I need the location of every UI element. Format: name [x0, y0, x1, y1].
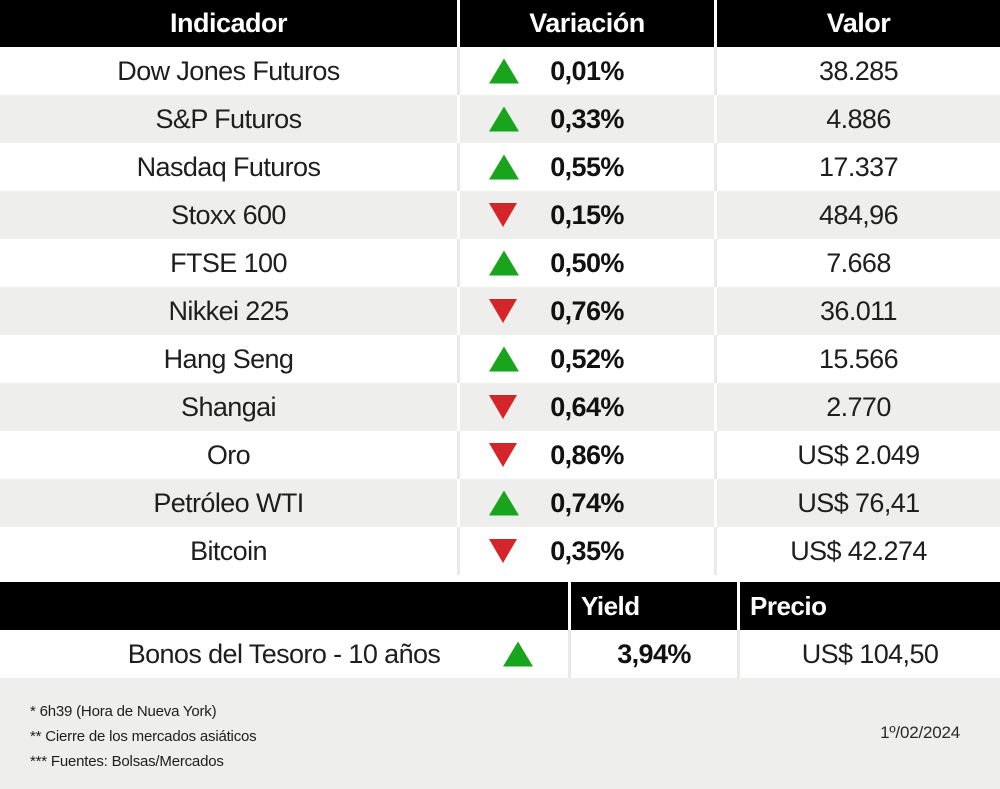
- date-label: 1º/02/2024: [880, 723, 960, 742]
- variation-value: 0,74%: [550, 487, 624, 518]
- variation-value: 0,55%: [550, 151, 624, 182]
- value-cell: US$ 76,41: [714, 479, 1000, 527]
- variation-cell: 0,76%: [457, 287, 714, 335]
- table-row: Bitcoin 0,35% US$ 42.274: [0, 527, 1000, 575]
- table-row: S&P Futuros 0,33% 4.886: [0, 95, 1000, 143]
- table-row: Petróleo WTI 0,74% US$ 76,41: [0, 479, 1000, 527]
- variation-cell: 0,74%: [457, 479, 714, 527]
- value-cell: US$ 2.049: [714, 431, 1000, 479]
- variation-arrow-icon: [489, 539, 517, 563]
- table-row: Hang Seng 0,52% 15.566: [0, 335, 1000, 383]
- bond-indicator-name: Bonos del Tesoro - 10 años: [127, 638, 441, 669]
- main-table-header: Indicador Variación Valor: [0, 0, 1000, 47]
- indicator-name: FTSE 100: [170, 247, 287, 278]
- bond-yield-cell: 3,94%: [568, 630, 737, 678]
- variation-cell: 0,86%: [457, 431, 714, 479]
- value-cell: 484,96: [714, 191, 1000, 239]
- footnote: *** Fuentes: Bolsas/Mercados: [30, 753, 224, 770]
- indicator-name: Petróleo WTI: [153, 487, 304, 518]
- indicator-name: Dow Jones Futuros: [117, 55, 340, 86]
- table-row: Nikkei 225 0,76% 36.011: [0, 287, 1000, 335]
- header-value: Valor: [714, 0, 1000, 47]
- header-empty: [0, 582, 568, 630]
- bonds-table-header: Yield Precio: [0, 582, 1000, 630]
- indicator-name: S&P Futuros: [155, 103, 303, 134]
- variation-cell: 0,50%: [457, 239, 714, 287]
- variation-cell: 0,52%: [457, 335, 714, 383]
- value-cell: 38.285: [714, 47, 1000, 95]
- indicator-name: Nasdaq Futuros: [136, 151, 321, 182]
- bonds-row: Bonos del Tesoro - 10 años 3,94% US$ 104…: [0, 630, 1000, 678]
- section-divider: [0, 575, 1000, 582]
- variation-arrow-icon: [489, 395, 517, 419]
- variation-cell: 0,55%: [457, 143, 714, 191]
- variation-value: 0,33%: [550, 103, 624, 134]
- table-row: Dow Jones Futuros 0,01% 38.285: [0, 47, 1000, 95]
- bond-yield-value: 3,94%: [617, 638, 691, 669]
- table-row: Shangai 0,64% 2.770: [0, 383, 1000, 431]
- indicator-name: Nikkei 225: [168, 295, 289, 326]
- variation-arrow-icon: [489, 203, 517, 227]
- table-row: FTSE 100 0,50% 7.668: [0, 239, 1000, 287]
- header-indicator: Indicador: [169, 8, 288, 38]
- variation-arrow-icon: [489, 443, 517, 467]
- variation-cell: 0,15%: [457, 191, 714, 239]
- bond-indicator-cell: Bonos del Tesoro - 10 años: [0, 630, 568, 678]
- variation-arrow-icon: [489, 346, 519, 372]
- header-variation: Variación: [457, 0, 714, 47]
- footer-notes-area: * 6h39 (Hora de Nueva York) ** Cierre de…: [0, 678, 1000, 789]
- variation-value: 0,76%: [550, 295, 624, 326]
- variation-value: 0,35%: [550, 535, 624, 566]
- footnote: ** Cierre de los mercados asiáticos: [30, 728, 257, 745]
- variation-arrow-icon: [489, 490, 519, 516]
- header-price: Precio: [737, 582, 1000, 630]
- indicator-name: Oro: [206, 439, 251, 470]
- value-cell: 7.668: [714, 239, 1000, 287]
- variation-value: 0,64%: [550, 391, 624, 422]
- bond-price-cell: US$ 104,50: [737, 630, 1000, 678]
- variation-value: 0,86%: [550, 439, 624, 470]
- variation-arrow-icon: [503, 641, 533, 667]
- table-row: Oro 0,86% US$ 2.049: [0, 431, 1000, 479]
- footnote: * 6h39 (Hora de Nueva York): [30, 703, 217, 720]
- indicator-name: Bitcoin: [190, 535, 267, 566]
- variation-arrow-icon: [489, 154, 519, 180]
- variation-cell: 0,33%: [457, 95, 714, 143]
- value-cell: US$ 42.274: [714, 527, 1000, 575]
- indicator-name: Shangai: [181, 391, 276, 422]
- variation-arrow-icon: [489, 250, 519, 276]
- variation-cell: 0,35%: [457, 527, 714, 575]
- table-row: Stoxx 600 0,15% 484,96: [0, 191, 1000, 239]
- variation-value: 0,52%: [550, 343, 624, 374]
- value-cell: 4.886: [714, 95, 1000, 143]
- variation-cell: 0,64%: [457, 383, 714, 431]
- value-cell: 36.011: [714, 287, 1000, 335]
- value-cell: 17.337: [714, 143, 1000, 191]
- indicator-name: Hang Seng: [163, 343, 294, 374]
- variation-value: 0,50%: [550, 247, 624, 278]
- header-yield: Yield: [568, 582, 737, 630]
- value-cell: 15.566: [714, 335, 1000, 383]
- variation-value: 0,01%: [550, 55, 624, 86]
- variation-value: 0,15%: [550, 199, 624, 230]
- indicator-name: Stoxx 600: [171, 199, 286, 230]
- table-row: Nasdaq Futuros 0,55% 17.337: [0, 143, 1000, 191]
- variation-arrow-icon: [489, 106, 519, 132]
- variation-cell: 0,01%: [457, 47, 714, 95]
- variation-arrow-icon: [489, 299, 517, 323]
- variation-arrow-icon: [489, 58, 519, 84]
- value-cell: 2.770: [714, 383, 1000, 431]
